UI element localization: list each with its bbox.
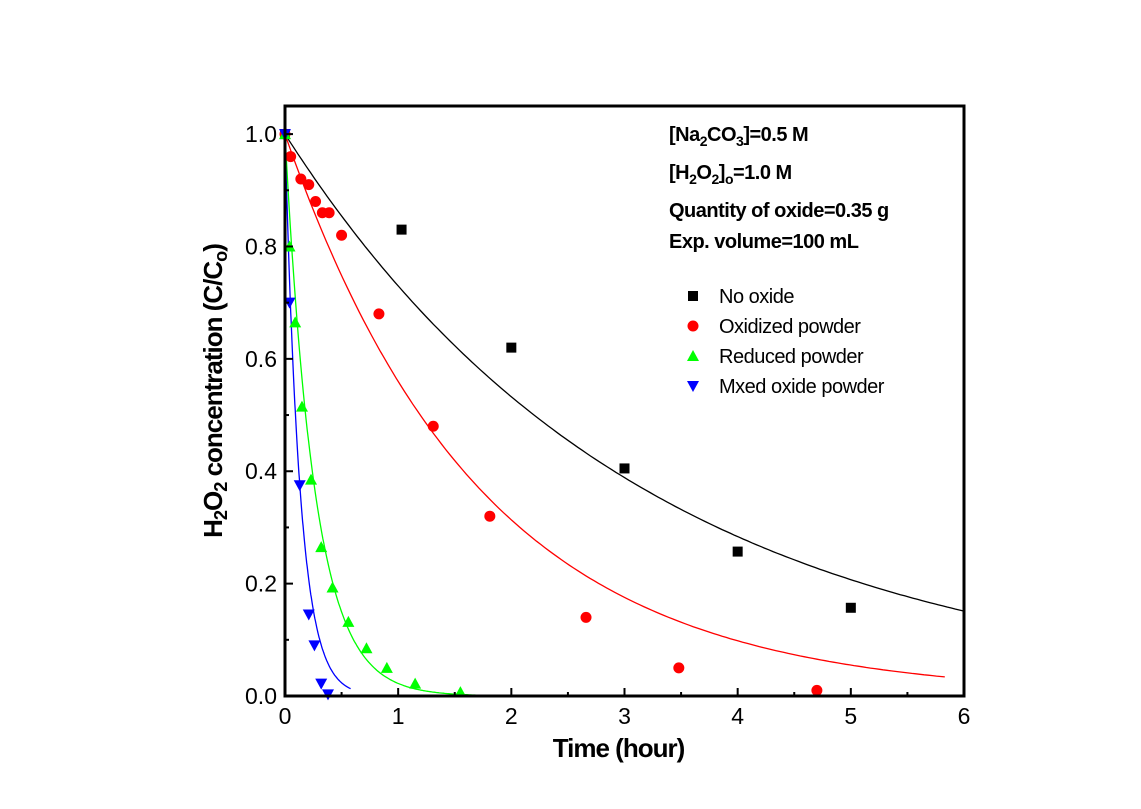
fit-line [284,134,351,690]
data-point [342,615,355,627]
y-axis-title: H2O2 concentration (C/Co) [198,244,231,538]
legend-label: Oxidized powder [719,316,861,338]
y-tick-label: 0.0 [245,683,277,709]
legend-label: Mxed oxide powder [719,376,885,398]
data-points [279,128,856,701]
x-axis: 0 1 2 3 4 5 6 [279,688,971,729]
x-tick-label: 1 [392,703,405,729]
data-point [454,686,467,698]
x-tick-label: 3 [618,703,631,729]
data-point [336,229,348,241]
condition-text: Quantity of oxide=0.35 g [669,200,889,222]
data-point [484,510,496,522]
data-point [293,480,306,492]
legend-marker [687,320,699,332]
legend-label: No oxide [719,286,794,308]
data-point [295,400,308,412]
data-point [380,661,393,673]
experiment-conditions: [Na2CO3]=0.5 M [H2O2]o=1.0 M Quantity of o… [669,124,889,253]
data-point [373,308,385,320]
fit-line [284,133,945,678]
data-point [285,151,297,163]
legend: No oxide Oxidized powder Reduced powder Mxe… [687,286,885,398]
data-point [295,173,307,185]
data-point [619,463,630,474]
data-point [845,602,856,613]
y-tick-label: 0.2 [245,571,277,597]
data-point [308,640,321,652]
x-tick-label: 5 [844,703,857,729]
legend-label: Reduced powder [719,346,864,368]
y-tick-label: 0.6 [245,346,277,372]
data-point [323,207,335,219]
fit-curves [284,133,965,697]
data-point [289,316,302,328]
legend-marker [687,381,699,392]
condition-text: [H2O2]o=1.0 M [669,162,792,187]
x-tick-label: 4 [731,703,744,729]
data-point [283,297,296,309]
data-point [315,678,328,690]
data-point [302,609,315,621]
data-point [811,684,823,696]
x-tick-label: 2 [505,703,518,729]
data-point [326,581,339,593]
data-point [305,473,318,485]
data-point [673,662,685,674]
legend-marker [688,291,698,301]
data-point [315,541,328,553]
y-tick-label: 0.4 [245,458,277,484]
data-point [409,677,422,689]
x-tick-label: 0 [279,703,292,729]
y-tick-label: 0.8 [245,233,277,259]
x-axis-title: Time (hour) [553,733,685,763]
fit-line [284,133,965,612]
data-point [396,224,407,235]
x-tick-label: 6 [958,703,971,729]
data-point [732,546,743,557]
legend-marker [687,350,699,361]
condition-text: [Na2CO3]=0.5 M [669,124,808,149]
data-point [303,179,315,191]
data-point [506,342,517,353]
plot-frame [283,104,966,698]
condition-text: Exp. volume=100 mL [669,231,859,253]
y-tick-label: 1.0 [245,121,277,147]
data-point [580,611,592,623]
y-axis: 0.0 0.2 0.4 0.6 0.8 1.0 [245,121,293,709]
data-point [360,642,373,654]
data-point [427,420,439,432]
data-point [310,196,322,208]
